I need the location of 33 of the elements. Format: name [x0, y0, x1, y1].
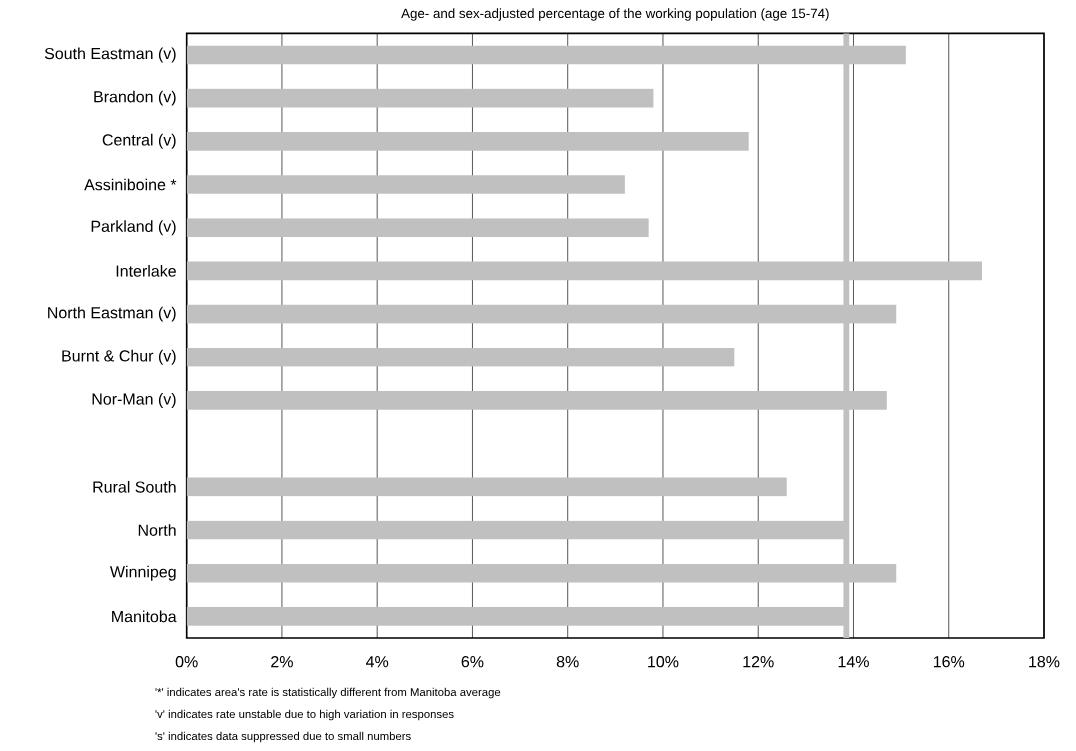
x-tick-label: 16% — [933, 656, 965, 668]
y-tick-label: South Eastman (v) — [44, 47, 176, 63]
y-tick-label: Brandon (v) — [94, 90, 176, 106]
y-tick-label: Manitoba — [112, 610, 177, 623]
bar — [186, 477, 787, 497]
text: 's' indicates data suppressed due to small numbers — [155, 731, 411, 743]
y-tick-label: Assiniboine * — [84, 178, 177, 191]
bar — [186, 88, 654, 108]
text: 'v' indicates rate unstable due to high variation in responses — [155, 709, 454, 721]
bar — [186, 348, 735, 367]
y-tick-label: Parkland (v) — [91, 220, 176, 236]
x-tick-label: 10% — [648, 656, 679, 668]
y-tick-label: Central (v) — [102, 134, 176, 149]
x-tick-label: 0% — [175, 656, 198, 668]
y-tick-label: North — [138, 524, 176, 537]
x-tick-label: 18% — [1029, 656, 1060, 668]
y-tick-label: Winnipeg — [109, 565, 176, 581]
text: '*' indicates area's rate is statistically different from Manitoba average — [155, 687, 501, 699]
x-tick-label: 8% — [556, 656, 579, 668]
x-tick-label: 4% — [366, 656, 389, 668]
y-tick-label: North Eastman (v) — [48, 306, 176, 322]
y-tick-label: Rural South — [93, 481, 176, 493]
bar — [186, 132, 749, 151]
chart-title: Age- and sex-adjusted percentage of the working population (age 15-74) — [401, 8, 829, 21]
x-tick-label: 2% — [271, 656, 293, 668]
x-tick-label: 12% — [743, 656, 774, 668]
y-tick-label: Burnt & Chur (v) — [62, 349, 176, 365]
x-tick-label: 6% — [461, 656, 484, 668]
y-tick-label: Nor-Man (v) — [92, 393, 176, 409]
bar — [186, 175, 625, 195]
bar — [186, 218, 649, 238]
y-tick-label: Interlake — [116, 265, 176, 277]
x-tick-label: 14% — [838, 656, 869, 668]
